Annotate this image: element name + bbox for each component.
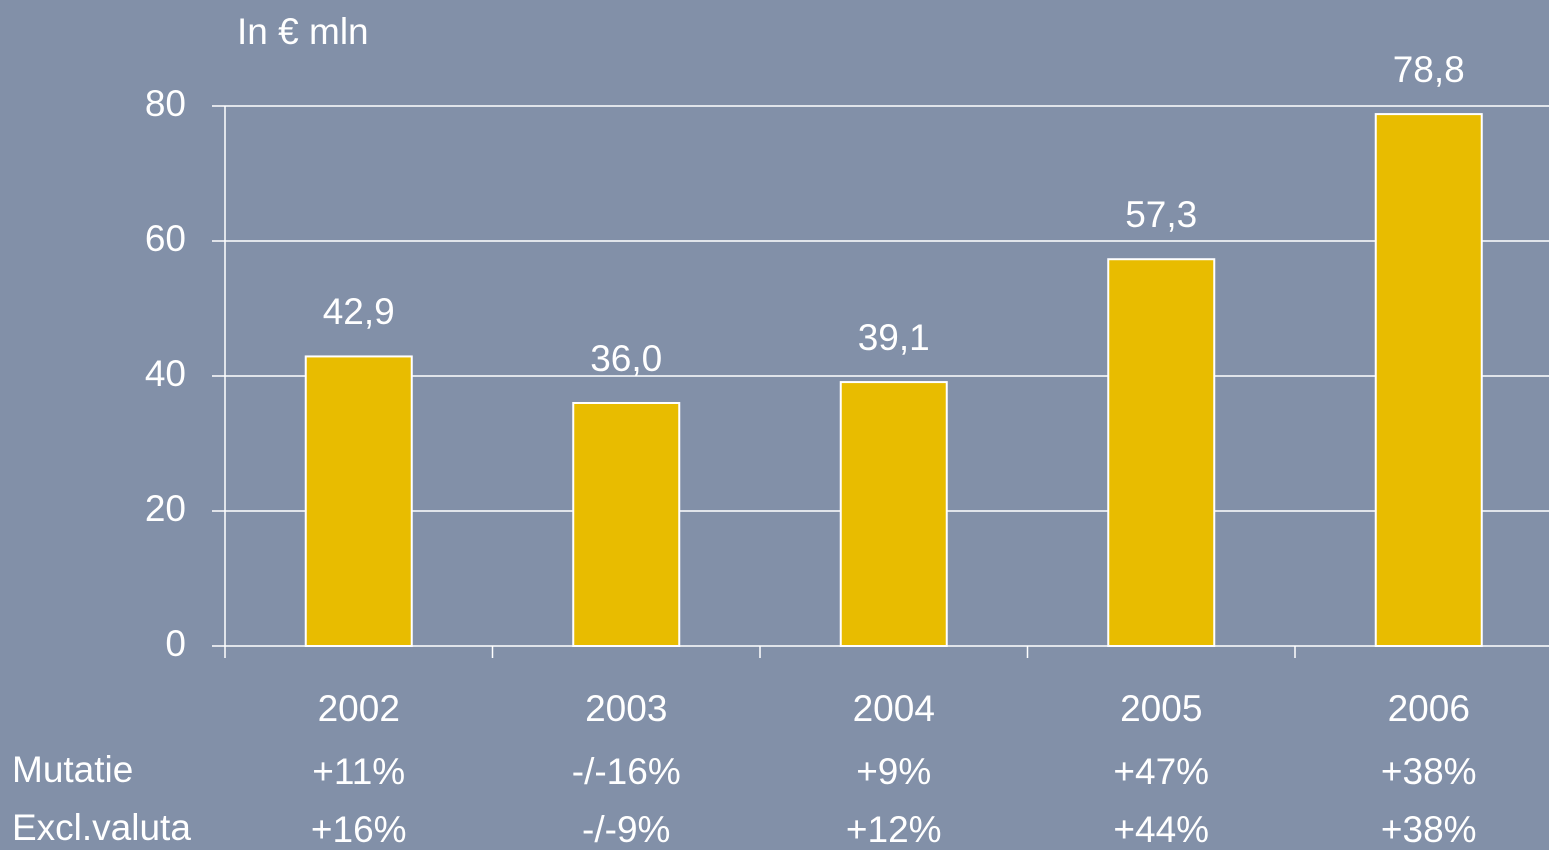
value-label: 39,1 [858, 317, 930, 358]
row-value: +38% [1381, 751, 1477, 792]
row-value: +16% [311, 809, 407, 850]
row-value: -/-9% [582, 809, 670, 850]
value-label: 42,9 [323, 291, 395, 332]
y-tick-label: 0 [165, 623, 186, 664]
row-value: +47% [1113, 751, 1209, 792]
value-label: 36,0 [590, 338, 662, 379]
bar [304, 355, 413, 647]
x-tick-label: 2006 [1388, 688, 1470, 729]
bar [1107, 258, 1216, 647]
row-value: +11% [312, 751, 405, 792]
y-tick-label: 20 [145, 488, 186, 529]
row-value: +9% [856, 751, 931, 792]
x-tick-label: 2005 [1120, 688, 1202, 729]
bar [572, 402, 681, 647]
row-value: +44% [1113, 809, 1209, 850]
y-tick-label: 40 [145, 353, 186, 394]
bar [1374, 113, 1483, 648]
x-tick-label: 2003 [585, 688, 667, 729]
value-label: 78,8 [1393, 49, 1465, 90]
row-value: +12% [846, 809, 942, 850]
x-tick-label: 2002 [318, 688, 400, 729]
row-label: Mutatie [12, 749, 133, 790]
y-axis-label: In € mln [237, 11, 369, 52]
row-value: +38% [1381, 809, 1477, 850]
bar [839, 381, 948, 647]
value-label: 57,3 [1125, 194, 1197, 235]
row-value: -/-16% [572, 751, 681, 792]
y-tick-label: 60 [145, 218, 186, 259]
y-tick-label: 80 [145, 83, 186, 124]
x-tick-label: 2004 [853, 688, 935, 729]
row-label: Excl.valuta [12, 807, 191, 848]
